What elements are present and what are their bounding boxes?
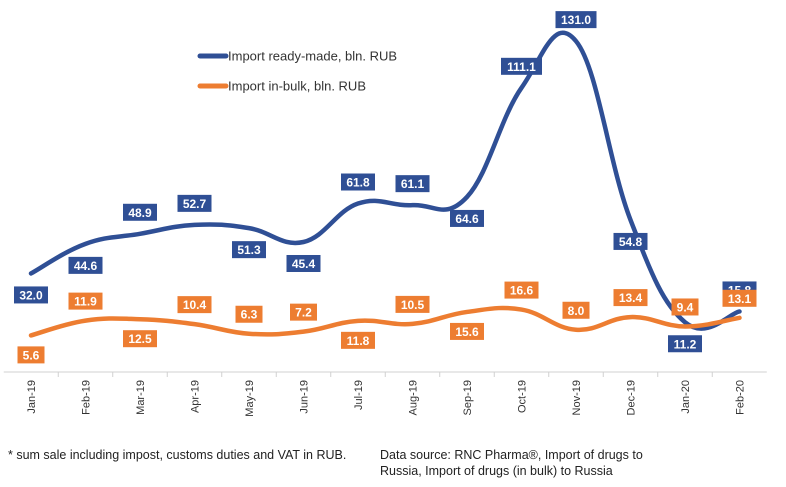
x-tick-label: Dec-19 [626,380,638,415]
x-tick-label: Aug-19 [408,380,420,415]
import-in-bulk-legend-label: Import in-bulk, bln. RUB [228,79,366,94]
x-tick-label: Feb-20 [735,380,747,415]
import-in-bulk-data-label: 11.8 [347,334,370,348]
import-in-bulk-label-box [235,305,263,323]
import-in-bulk-label-box [68,292,103,310]
import-in-bulk-label-box [613,289,648,307]
import-ready-made-data-label: 61.1 [401,177,425,191]
x-tick-label: Jun-19 [299,380,311,414]
x-tick-label: Mar-19 [135,380,147,415]
footnote: * sum sale including impost, customs dut… [8,448,347,462]
x-tick-label: May-19 [244,380,256,417]
import-ready-made-data-label: 48.9 [128,206,152,220]
import-in-bulk-data-label: 12.5 [128,332,152,346]
import-ready-made-data-label: 51.3 [237,243,261,257]
import-ready-made-data-label: 64.6 [455,212,479,226]
x-tick-label: Jul-19 [353,380,365,410]
import-ready-made-label-box [232,241,266,259]
x-tick-label: Jan-19 [26,380,38,414]
import-in-bulk-label-box [504,281,539,299]
import-ready-made-label-box [668,335,702,353]
import-ready-made-data-label: 32.0 [19,288,43,302]
import-in-bulk-data-label: 15.6 [455,325,479,339]
import-in-bulk-data-label: 11.9 [74,295,97,309]
import-in-bulk-label-box [562,301,590,319]
import-in-bulk-data-label: 9.4 [677,300,694,314]
import-in-bulk-data-label: 13.4 [619,291,643,305]
import-in-bulk-data-label: 6.3 [241,308,258,322]
import-ready-made-label-box [14,286,48,304]
import-ready-made-data-label: 111.1 [507,60,536,74]
data-labels: 32.0 44.6 48.9 52.7 51.3 45.4 61.8 61.1 64.6 111.… [14,11,757,364]
import-ready-made-legend-label: Import ready-made, bln. RUB [228,49,397,64]
import-in-bulk-label-box [450,322,484,340]
x-tick-label: Oct-19 [517,380,529,413]
import-ready-made-data-label: 54.8 [619,235,643,249]
x-tick-label: Sep-19 [462,380,474,415]
import-in-bulk-label-box [177,296,212,314]
x-axis: Jan-19 Feb-19 Mar-19 Apr-19 May-19 Jun-19 Jul-… [3,371,767,417]
import-ready-made-label-box [395,175,430,193]
import-ready-made-label-box [501,57,542,75]
import-ready-made-data-label: 45.4 [292,257,316,271]
import-in-bulk-data-label: 5.6 [23,348,40,362]
import-ready-made-data-label: 11.2 [674,337,697,351]
import-ready-made-data-label: 131.0 [561,13,591,27]
import-in-bulk-label-box [722,289,757,307]
import-ready-made-label-box [123,203,157,221]
import-in-bulk-label-box [17,346,45,364]
import-ready-made-label-box [286,254,321,272]
import-ready-made-label-box [341,173,375,191]
import-ready-made-line [28,30,742,331]
import-ready-made-label-box [177,194,212,212]
import-in-bulk-data-label: 16.6 [510,284,534,298]
import-in-bulk-label-box [341,331,375,349]
import-in-bulk-label-box [395,295,430,313]
import-in-bulk-label-box [671,298,699,316]
import-ready-made-label-box [450,209,484,227]
data-source-note: Data source: RNC Pharma®, Import of drug… [380,448,643,478]
import-in-bulk-data-label: 13.1 [728,292,752,306]
import-in-bulk-data-label: 10.5 [401,298,425,312]
import-ready-made-label-box [555,11,597,29]
import-ready-made-data-label: 61.8 [346,176,370,190]
import-in-bulk-label-box [290,303,317,321]
import-ready-made-data-label: 52.7 [183,197,207,211]
series-lines [28,30,742,338]
import-ready-made-data-label: 44.6 [74,259,98,273]
legend: Import ready-made, bln. RUB Import in-bul… [197,49,397,94]
import-in-bulk-label-box [123,330,157,348]
import-in-bulk-data-label: 8.0 [568,304,585,318]
import-ready-made-label-box [613,232,648,250]
import-in-bulk-data-label: 10.4 [183,298,207,312]
import-ready-made-label-box [68,256,103,274]
x-tick-label: Jan-20 [680,380,692,414]
x-tick-label: Feb-19 [81,380,93,415]
import-in-bulk-line [28,305,742,338]
x-tick-label: Apr-19 [190,380,202,413]
import-in-bulk-data-label: 7.2 [295,306,312,320]
x-tick-label: Nov-19 [571,380,583,415]
